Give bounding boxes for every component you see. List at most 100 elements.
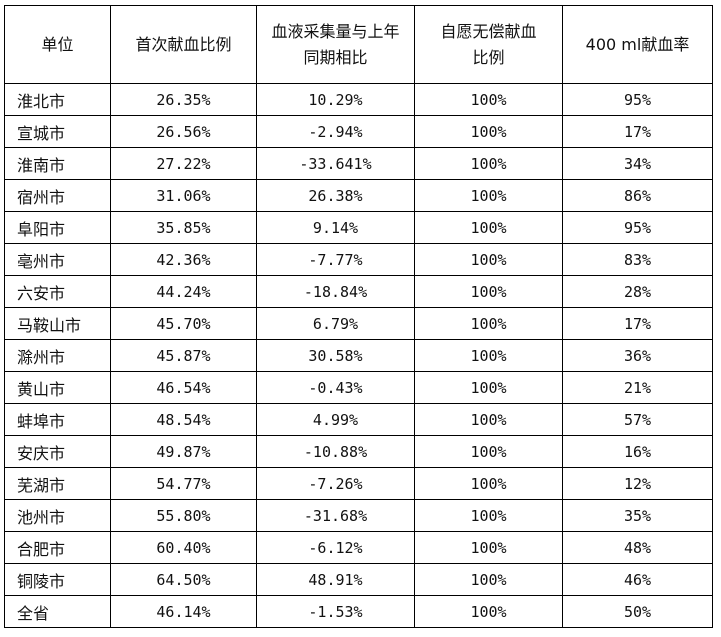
cell-collection-yoy: -33.641% xyxy=(256,147,415,180)
cell-unit: 宿州市 xyxy=(4,179,111,212)
cell-first-donation-ratio: 27.22% xyxy=(110,147,257,180)
cell-voluntary-ratio: 100% xyxy=(414,275,563,308)
cell-collection-yoy: -7.26% xyxy=(256,467,415,500)
header-row: 单位 首次献血比例 血液采集量与上年同期相比 自愿无偿献血比例 400 ml献血… xyxy=(4,5,713,84)
cell-unit: 蚌埠市 xyxy=(4,403,111,436)
cell-voluntary-ratio: 100% xyxy=(414,499,563,532)
cell-unit: 马鞍山市 xyxy=(4,307,111,340)
cell-first-donation-ratio: 46.14% xyxy=(110,595,257,628)
cell-400ml-rate: 95% xyxy=(562,83,713,116)
cell-collection-yoy: -1.53% xyxy=(256,595,415,628)
cell-voluntary-ratio: 100% xyxy=(414,179,563,212)
cell-400ml-rate: 50% xyxy=(562,595,713,628)
cell-collection-yoy: 9.14% xyxy=(256,211,415,244)
cell-400ml-rate: 17% xyxy=(562,307,713,340)
cell-unit: 合肥市 xyxy=(4,531,111,564)
cell-unit: 滁州市 xyxy=(4,339,111,372)
cell-unit: 宣城市 xyxy=(4,115,111,148)
cell-collection-yoy: -18.84% xyxy=(256,275,415,308)
cell-unit: 全省 xyxy=(4,595,111,628)
table-row: 铜陵市 64.50% 48.91% 100% 46% xyxy=(4,563,713,596)
cell-collection-yoy: 26.38% xyxy=(256,179,415,212)
cell-first-donation-ratio: 46.54% xyxy=(110,371,257,404)
header-first-donation-ratio: 首次献血比例 xyxy=(110,5,257,84)
cell-voluntary-ratio: 100% xyxy=(414,83,563,116)
cell-voluntary-ratio: 100% xyxy=(414,147,563,180)
table-row: 滁州市 45.87% 30.58% 100% 36% xyxy=(4,339,713,372)
table-row: 芜湖市 54.77% -7.26% 100% 12% xyxy=(4,467,713,500)
cell-first-donation-ratio: 48.54% xyxy=(110,403,257,436)
cell-voluntary-ratio: 100% xyxy=(414,595,563,628)
blood-donation-table: 单位 首次献血比例 血液采集量与上年同期相比 自愿无偿献血比例 400 ml献血… xyxy=(4,5,713,628)
cell-400ml-rate: 83% xyxy=(562,243,713,276)
cell-unit: 阜阳市 xyxy=(4,211,111,244)
cell-unit: 池州市 xyxy=(4,499,111,532)
cell-400ml-rate: 28% xyxy=(562,275,713,308)
cell-first-donation-ratio: 64.50% xyxy=(110,563,257,596)
cell-first-donation-ratio: 31.06% xyxy=(110,179,257,212)
cell-unit: 芜湖市 xyxy=(4,467,111,500)
cell-voluntary-ratio: 100% xyxy=(414,307,563,340)
cell-collection-yoy: 30.58% xyxy=(256,339,415,372)
table-row: 宿州市 31.06% 26.38% 100% 86% xyxy=(4,179,713,212)
cell-collection-yoy: -2.94% xyxy=(256,115,415,148)
cell-400ml-rate: 57% xyxy=(562,403,713,436)
cell-first-donation-ratio: 45.70% xyxy=(110,307,257,340)
table-row: 宣城市 26.56% -2.94% 100% 17% xyxy=(4,115,713,148)
cell-collection-yoy: -0.43% xyxy=(256,371,415,404)
cell-unit: 安庆市 xyxy=(4,435,111,468)
cell-first-donation-ratio: 35.85% xyxy=(110,211,257,244)
cell-voluntary-ratio: 100% xyxy=(414,115,563,148)
cell-unit: 淮南市 xyxy=(4,147,111,180)
header-voluntary-ratio: 自愿无偿献血比例 xyxy=(414,5,563,84)
cell-400ml-rate: 35% xyxy=(562,499,713,532)
cell-collection-yoy: -10.88% xyxy=(256,435,415,468)
cell-collection-yoy: -6.12% xyxy=(256,531,415,564)
table-row: 亳州市 42.36% -7.77% 100% 83% xyxy=(4,243,713,276)
cell-first-donation-ratio: 55.80% xyxy=(110,499,257,532)
cell-collection-yoy: -31.68% xyxy=(256,499,415,532)
cell-400ml-rate: 36% xyxy=(562,339,713,372)
table-row: 池州市 55.80% -31.68% 100% 35% xyxy=(4,499,713,532)
cell-first-donation-ratio: 44.24% xyxy=(110,275,257,308)
cell-voluntary-ratio: 100% xyxy=(414,211,563,244)
table-row: 黄山市 46.54% -0.43% 100% 21% xyxy=(4,371,713,404)
cell-collection-yoy: 48.91% xyxy=(256,563,415,596)
header-400ml-rate: 400 ml献血率 xyxy=(562,5,713,84)
header-unit: 单位 xyxy=(4,5,111,84)
cell-first-donation-ratio: 26.35% xyxy=(110,83,257,116)
cell-collection-yoy: -7.77% xyxy=(256,243,415,276)
cell-400ml-rate: 48% xyxy=(562,531,713,564)
table-row: 淮北市 26.35% 10.29% 100% 95% xyxy=(4,83,713,116)
cell-voluntary-ratio: 100% xyxy=(414,531,563,564)
cell-voluntary-ratio: 100% xyxy=(414,371,563,404)
cell-unit: 黄山市 xyxy=(4,371,111,404)
table-row: 安庆市 49.87% -10.88% 100% 16% xyxy=(4,435,713,468)
table-row: 合肥市 60.40% -6.12% 100% 48% xyxy=(4,531,713,564)
cell-400ml-rate: 34% xyxy=(562,147,713,180)
cell-voluntary-ratio: 100% xyxy=(414,467,563,500)
cell-unit: 淮北市 xyxy=(4,83,111,116)
cell-collection-yoy: 6.79% xyxy=(256,307,415,340)
cell-collection-yoy: 10.29% xyxy=(256,83,415,116)
cell-400ml-rate: 95% xyxy=(562,211,713,244)
cell-voluntary-ratio: 100% xyxy=(414,563,563,596)
cell-400ml-rate: 46% xyxy=(562,563,713,596)
cell-unit: 亳州市 xyxy=(4,243,111,276)
cell-voluntary-ratio: 100% xyxy=(414,339,563,372)
table-row: 淮南市 27.22% -33.641% 100% 34% xyxy=(4,147,713,180)
cell-first-donation-ratio: 49.87% xyxy=(110,435,257,468)
table-row: 全省 46.14% -1.53% 100% 50% xyxy=(4,595,713,628)
cell-voluntary-ratio: 100% xyxy=(414,435,563,468)
header-collection-yoy: 血液采集量与上年同期相比 xyxy=(256,5,415,84)
cell-first-donation-ratio: 42.36% xyxy=(110,243,257,276)
cell-voluntary-ratio: 100% xyxy=(414,403,563,436)
cell-400ml-rate: 12% xyxy=(562,467,713,500)
table-row: 阜阳市 35.85% 9.14% 100% 95% xyxy=(4,211,713,244)
cell-400ml-rate: 21% xyxy=(562,371,713,404)
cell-400ml-rate: 16% xyxy=(562,435,713,468)
cell-first-donation-ratio: 45.87% xyxy=(110,339,257,372)
cell-collection-yoy: 4.99% xyxy=(256,403,415,436)
cell-unit: 六安市 xyxy=(4,275,111,308)
cell-unit: 铜陵市 xyxy=(4,563,111,596)
